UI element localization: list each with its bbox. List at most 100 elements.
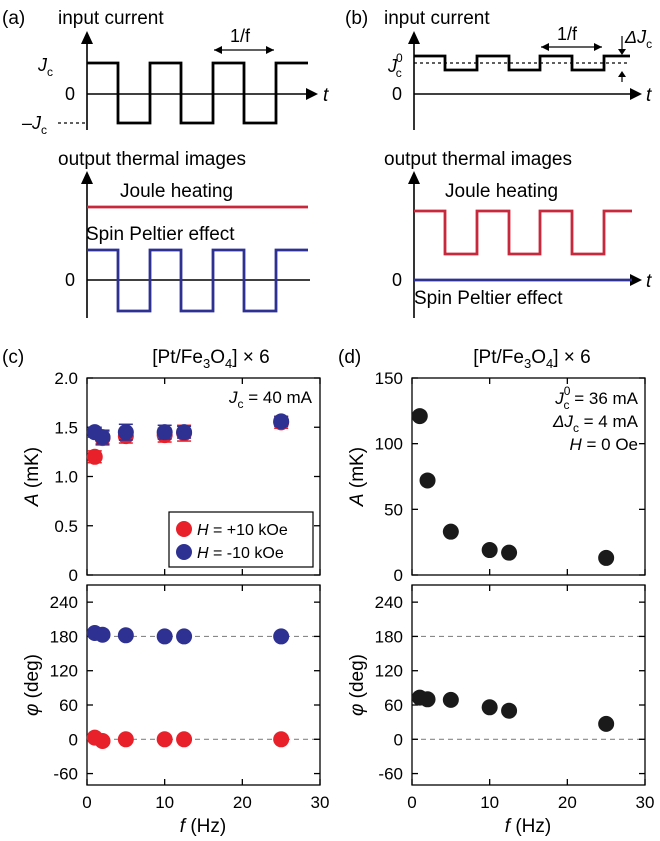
panel-c-phase-series-1-data-point: [273, 628, 290, 645]
panel-c-phase-y-tick-label: 0: [69, 730, 78, 749]
panel-b-joule-label: Joule heating: [445, 181, 558, 202]
panel-b-delta-arrowhead-bottom: [618, 71, 626, 77]
panel-d-amplitude-y-axis-label: A (mK): [347, 447, 368, 507]
panel-c-amplitude-series-0-data-point: [86, 448, 103, 465]
panel-c-phase-series-0-data-point: [273, 731, 290, 748]
panel-c-phase-series-0-data-point: [176, 731, 193, 748]
panel-c-amplitude-y-axis-label: A (mK): [22, 447, 43, 507]
panel-c-amplitude-series-1-data-point: [117, 424, 134, 441]
panel-c-phase-y-tick-label: 120: [50, 662, 78, 681]
panel-a-input-y-arrow: [81, 31, 93, 44]
panel-c-phase-series-1-data-point: [94, 626, 111, 643]
panel-d-annotation-line: J0 c = 36 mA: [554, 384, 638, 412]
panel-b-input-y-arrow: [408, 31, 420, 44]
panel-c-amplitude-series-1-data-point: [94, 429, 111, 446]
panel-d-phase-x-tick-label: 20: [558, 793, 577, 812]
panel-d-amplitude-y-tick-label: 100: [375, 435, 403, 454]
panel-c-phase-y-tick-label: 180: [50, 627, 78, 646]
panel-b: (b) input current t 0 J0 c 1/f ΔJc output…: [345, 8, 652, 318]
panel-b-output-t-label: t: [646, 271, 652, 292]
panel-c-legend-box: [168, 511, 314, 568]
panel-d-amplitude-series-data-point: [442, 523, 459, 540]
panel-b-joule-wave: [414, 209, 632, 256]
panel-a-period-arrowhead-right: [266, 46, 274, 54]
panel-c-phase-y-tick-label: -60: [53, 765, 78, 784]
panel-a-input-t-arrow: [306, 88, 318, 100]
panel-d-annotation-line: H = 0 Oe: [569, 435, 638, 454]
panel-b-output-zero: 0: [392, 270, 402, 290]
panel-a-spe-label: Spin Peltier effect: [86, 224, 235, 245]
panel-c-amplitude-series-1-data-point: [176, 424, 193, 441]
panel-c-legend-label: H = +10 kOe: [197, 522, 288, 539]
panel-b-input-t-label: t: [646, 85, 652, 106]
panel-c-amplitude-series-1-data-point: [273, 413, 290, 430]
panel-c-phase-x-tick-label: 10: [155, 793, 174, 812]
panel-c-amplitude-y-tick-label: 0: [69, 566, 78, 585]
panel-c-chart-title: [Pt/Fe3O4] × 6: [152, 347, 269, 371]
panel-d-phase-x-axis-label: f (Hz): [505, 816, 551, 837]
panel-c-phase-plot-frame: [86, 584, 321, 786]
panel-c-annotation: Jc = 40 mA: [228, 388, 313, 411]
panel-d-amplitude-series-data-point: [419, 472, 436, 489]
panel-c-amplitude-y-tick-label: 1.0: [54, 468, 78, 487]
panel-d-phase-y-tick-label: -60: [378, 765, 403, 784]
panel-b-period-label: 1/f: [557, 24, 578, 44]
panel-a: (a) input current t 0 Jc –Jc 1/f output …: [2, 8, 329, 318]
panel-d-phase-x-tick-label: 0: [407, 793, 416, 812]
panel-c-amplitude-chart: [Pt/Fe3O4] × 6 0 0.5 1.0 1.5 2.0 A (mK) Jc = 40…: [22, 347, 321, 585]
panel-d-phase-x-tick-label: 10: [480, 793, 499, 812]
panel-b-spe-label: Spin Peltier effect: [414, 288, 563, 309]
panel-c-letter: (c): [2, 347, 24, 368]
panel-c-amplitude-y-tick-label: 0.5: [54, 517, 78, 536]
panel-c-amplitude-y-tick-label: 1.5: [54, 418, 78, 437]
panel-b-period-arrowhead-left: [541, 43, 549, 51]
panel-d-amplitude-series-data-point: [481, 542, 498, 559]
panel-d-phase-plot-frame: [411, 584, 646, 786]
panel-c-amplitude-y-tick-label: 2.0: [54, 369, 78, 388]
panel-d-phase-x-tick-label: 30: [636, 793, 655, 812]
panel-c-phase-series-0-data-point: [94, 733, 111, 749]
panel-d-amplitude-chart: [Pt/Fe3O4] × 6 0 50 100 150 A (mK) J0 c = 36 mA…: [347, 347, 646, 585]
panel-a-output-y-arrow: [81, 171, 93, 184]
panel-b-output-title: output thermal images: [384, 149, 572, 170]
panel-d-letter: (d): [338, 347, 361, 368]
panel-c-phase-x-tick-label: 20: [233, 793, 252, 812]
panel-d-phase-series-data-point: [598, 715, 615, 732]
panel-c-legend-marker: [176, 521, 192, 537]
panel-a-jc-label: Jc: [37, 55, 53, 79]
panel-b-input-square-wave: [414, 54, 630, 72]
panel-a-joule-label: Joule heating: [120, 181, 233, 202]
panel-c-phase-series-1-data-point: [176, 628, 193, 645]
panel-c-phase-series-1-data-point: [156, 628, 173, 645]
panel-d-phase-y-tick-label: 240: [375, 593, 403, 612]
panel-b-input-title: input current: [384, 8, 490, 29]
panel-d-amplitude-series-data-point: [598, 549, 615, 566]
panel-b-delta-arrowhead-top: [618, 49, 626, 55]
panel-c-phase-x-axis-label: f (Hz): [180, 816, 226, 837]
panel-c-amplitude-series-1-data-point: [156, 424, 173, 441]
panel-b-letter: (b): [345, 8, 368, 29]
panel-b-delta-jc-label: ΔJc: [624, 27, 652, 51]
panel-c-legend-label: H = -10 kOe: [197, 545, 284, 562]
panel-d-amplitude-plot-frame: [411, 377, 646, 576]
panel-d-phase-y-tick-label: 120: [375, 662, 403, 681]
panel-b-input-zero: 0: [392, 84, 402, 104]
panel-d-chart-title: [Pt/Fe3O4] × 6: [473, 347, 590, 371]
panel-b-jc0-label: J0 c: [387, 51, 403, 80]
panel-b-input-t-arrow: [630, 88, 642, 100]
panel-c-legend-marker: [176, 544, 192, 560]
panel-d-amplitude-y-tick-label: 150: [375, 369, 403, 388]
panel-d-phase-series-data-point: [419, 691, 436, 708]
panel-a-input-t-label: t: [323, 85, 329, 106]
panel-d-phase-series-data-point: [501, 702, 518, 719]
panel-d-phase-series-data-point: [481, 699, 498, 716]
panel-d-phase-y-tick-label: 60: [384, 696, 403, 715]
panel-a-output-zero: 0: [65, 270, 75, 290]
panel-a-letter: (a): [2, 8, 25, 29]
panel-d-annotation-line: ΔJc = 4 mA: [552, 412, 639, 435]
panel-b-period-arrowhead-right: [594, 43, 602, 51]
panel-c-phase-y-axis-label: φ (deg): [22, 654, 43, 716]
panel-c-phase-x-tick-label: 30: [311, 793, 330, 812]
